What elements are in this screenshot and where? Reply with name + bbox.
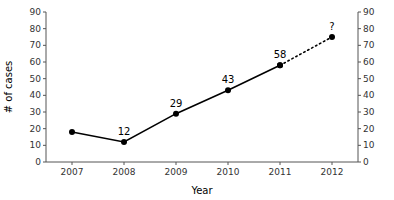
marker — [173, 111, 179, 117]
x-axis-label: Year — [190, 185, 213, 196]
marker — [329, 34, 335, 40]
y2-tick — [358, 78, 361, 79]
annotation: 58 — [274, 49, 287, 60]
y2-tick-label: 80 — [363, 24, 375, 34]
y-tick — [43, 45, 46, 46]
y-tick — [43, 162, 46, 163]
y2-tick-label: 10 — [363, 140, 375, 150]
y2-tick-label: 20 — [363, 124, 375, 134]
annotations: 12 29 43 58? — [118, 21, 335, 137]
y-tick — [43, 78, 46, 79]
annotation: ? — [329, 21, 334, 32]
y-tick — [43, 95, 46, 96]
y-tick-label: 40 — [30, 90, 42, 100]
y2-tick — [358, 162, 361, 163]
y2-tick — [358, 45, 361, 46]
y-tick-label: 10 — [30, 140, 42, 150]
y-axis-label: # of cases — [3, 61, 14, 114]
y-tick — [43, 28, 46, 29]
line — [72, 65, 280, 142]
y-tick-label: 60 — [30, 57, 42, 67]
y2-tick — [358, 12, 361, 13]
y2-tick-label: 50 — [363, 74, 375, 84]
y-tick — [43, 128, 46, 129]
y-tick — [43, 112, 46, 113]
annotation: 12 — [118, 126, 131, 137]
x-tick — [176, 162, 177, 165]
x-tick-label: 2009 — [165, 167, 188, 177]
marker — [69, 129, 75, 135]
x-tick-label: 2010 — [217, 167, 240, 177]
y-tick — [43, 145, 46, 146]
annotation: 43 — [222, 74, 235, 85]
x-tick — [228, 162, 229, 165]
marker — [121, 139, 127, 145]
y2-tick-label: 40 — [363, 90, 375, 100]
y2-tick-label: 90 — [363, 7, 375, 17]
y2-tick — [358, 128, 361, 129]
y-tick-label: 50 — [30, 74, 42, 84]
y2-tick-label: 0 — [363, 157, 369, 167]
y2-tick-label: 70 — [363, 40, 375, 50]
marker — [225, 87, 231, 93]
plot-area — [69, 34, 335, 145]
axes: 2007200820092010201120120102030405060708… — [30, 7, 375, 177]
marker — [277, 62, 283, 68]
x-tick-label: 2012 — [321, 167, 344, 177]
y2-tick — [358, 28, 361, 29]
y2-tick — [358, 112, 361, 113]
y2-tick-label: 30 — [363, 107, 375, 117]
x-tick — [72, 162, 73, 165]
y-tick-label: 30 — [30, 107, 42, 117]
x-tick-label: 2007 — [61, 167, 84, 177]
x-axis-line — [46, 162, 358, 163]
y-tick-label: 90 — [30, 7, 42, 17]
y2-tick-label: 60 — [363, 57, 375, 67]
y-tick-label: 20 — [30, 124, 42, 134]
x-tick — [280, 162, 281, 165]
y-tick-label: 0 — [35, 157, 41, 167]
y2-tick — [358, 62, 361, 63]
chart: 2007200820092010201120120102030405060708… — [0, 0, 394, 200]
y-axis-line — [46, 12, 47, 162]
x-tick-label: 2011 — [269, 167, 292, 177]
marker — [277, 62, 283, 68]
x-tick — [332, 162, 333, 165]
x-tick-label: 2008 — [113, 167, 136, 177]
y-tick-label: 80 — [30, 24, 42, 34]
annotation: 29 — [170, 98, 183, 109]
y2-tick — [358, 145, 361, 146]
y-tick-label: 70 — [30, 40, 42, 50]
y-tick — [43, 62, 46, 63]
y-tick — [43, 12, 46, 13]
x-tick — [124, 162, 125, 165]
line — [280, 37, 332, 65]
y2-axis-line — [358, 12, 359, 162]
y2-tick — [358, 95, 361, 96]
